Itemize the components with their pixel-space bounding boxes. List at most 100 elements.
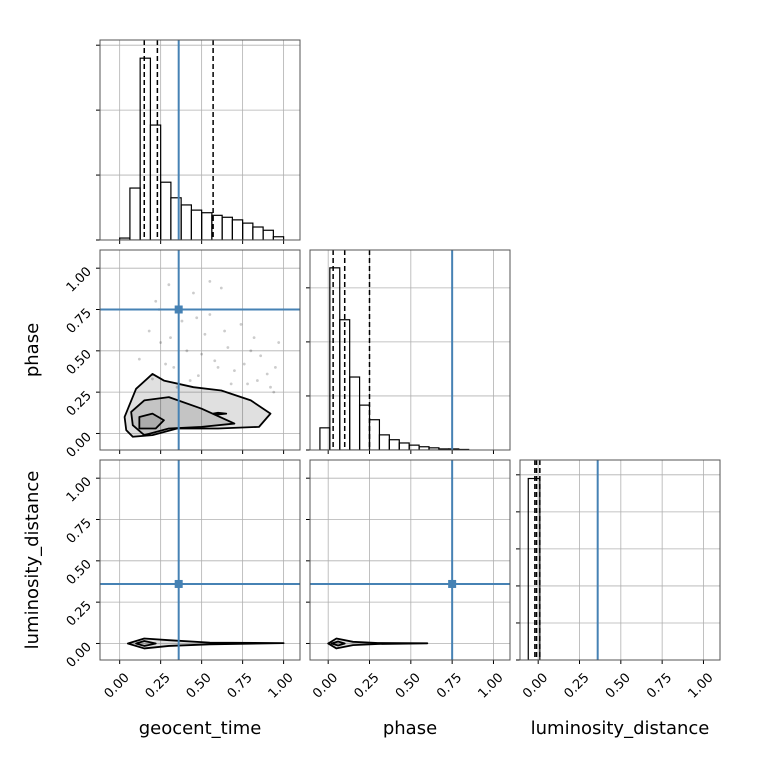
plot-area <box>310 460 510 660</box>
sample-point <box>164 362 167 366</box>
truth-marker <box>448 579 457 588</box>
contour <box>212 411 228 416</box>
truth-marker <box>174 579 183 588</box>
panel-frame <box>519 459 721 661</box>
sample-point <box>195 316 199 320</box>
contour <box>135 640 157 647</box>
sample-point <box>180 319 184 323</box>
panel <box>96 39 301 244</box>
panel: 0.00 0.25 0.50 0.75 1.00 0.00 0.25 0.50 0.75 1.00… <box>22 459 301 739</box>
sample-point <box>137 357 141 361</box>
panel-frame <box>99 459 301 661</box>
contour <box>123 373 272 438</box>
x-tick-label: 0.50 <box>603 670 634 701</box>
bar <box>231 219 244 240</box>
y-tick-label: 0.50 <box>64 557 95 588</box>
bar <box>149 124 162 240</box>
sample-point <box>169 336 172 340</box>
y-tick-label: 1.00 <box>64 474 95 505</box>
sample-point <box>167 283 171 287</box>
sample-point <box>151 377 154 381</box>
bar <box>242 222 254 240</box>
sample-point <box>213 359 217 363</box>
y-tick-label: 0.00 <box>64 640 95 671</box>
bar <box>358 404 371 450</box>
x-tick-label: 0.50 <box>184 670 215 701</box>
panel-frame <box>309 249 511 451</box>
panel-frame <box>309 459 511 661</box>
sample-point <box>216 365 220 369</box>
x-tick-label: 0.75 <box>644 670 675 701</box>
plot-area <box>100 460 300 660</box>
sample-point <box>252 336 256 340</box>
y-tick-label: 0.75 <box>64 516 95 547</box>
contour <box>126 637 285 650</box>
sample-point <box>154 299 158 303</box>
sample-point <box>172 365 176 369</box>
bar <box>388 439 400 450</box>
sample-point <box>223 329 226 333</box>
contour <box>130 396 236 437</box>
panel <box>306 249 511 454</box>
sample-point <box>242 362 246 366</box>
sample-point <box>200 352 204 356</box>
x-tick-label: 1.00 <box>266 670 297 701</box>
bar <box>368 419 381 450</box>
sample-point <box>239 322 243 326</box>
plot-area <box>319 250 470 450</box>
sample-point <box>259 354 263 358</box>
y-tick-label: 0.75 <box>64 306 95 337</box>
sample-point <box>208 280 212 283</box>
x-tick-label: 0.75 <box>225 670 256 701</box>
sample-point <box>255 379 259 382</box>
sample-point <box>269 385 272 389</box>
bar <box>139 57 152 240</box>
x-tick-label: 0.25 <box>143 670 174 701</box>
bar <box>129 187 141 240</box>
panel: 0.00 0.25 0.50 0.75 1.00 phase <box>306 459 511 739</box>
sample-point <box>229 382 233 386</box>
x-axis-label: geocent_time <box>139 718 262 739</box>
y-tick-label: 1.00 <box>64 264 95 295</box>
bar <box>349 376 361 450</box>
bar <box>252 226 264 240</box>
sample-point <box>208 313 212 316</box>
bar <box>272 236 285 240</box>
plot-area <box>100 250 300 450</box>
truth-marker <box>174 305 183 314</box>
y-tick-label: 0.25 <box>64 388 95 419</box>
sample-point <box>147 329 151 333</box>
contour <box>330 640 346 647</box>
bar <box>527 477 541 660</box>
sample-point <box>249 349 253 353</box>
bar <box>398 442 410 450</box>
bar <box>160 181 172 240</box>
y-tick-label: 0.50 <box>64 347 95 378</box>
y-axis-label: luminosity_distance <box>22 471 43 650</box>
panel-frame <box>99 39 301 241</box>
sample-point <box>277 341 281 344</box>
panel: 0.00 0.25 0.50 0.75 1.00 phase <box>22 249 301 461</box>
sample-point <box>192 291 195 295</box>
x-tick-label: 0.25 <box>561 670 592 701</box>
sample-point <box>226 346 230 349</box>
sample-point <box>188 379 192 382</box>
y-axis-label: phase <box>22 323 43 377</box>
sample-point <box>196 374 200 378</box>
bar <box>378 434 390 450</box>
panel-frame <box>99 249 301 451</box>
sample-point <box>274 365 277 369</box>
x-tick-label: 1.00 <box>685 670 716 701</box>
sample-point <box>159 341 163 344</box>
sample-point <box>219 286 223 290</box>
bar <box>262 229 274 240</box>
sample-point <box>185 349 189 353</box>
sample-point <box>265 372 269 376</box>
x-tick-label: 1.00 <box>475 670 506 701</box>
x-tick-label: 0.00 <box>310 670 341 701</box>
sample-point <box>272 390 276 394</box>
y-tick-label: 0.00 <box>64 430 95 461</box>
contour <box>327 637 429 650</box>
